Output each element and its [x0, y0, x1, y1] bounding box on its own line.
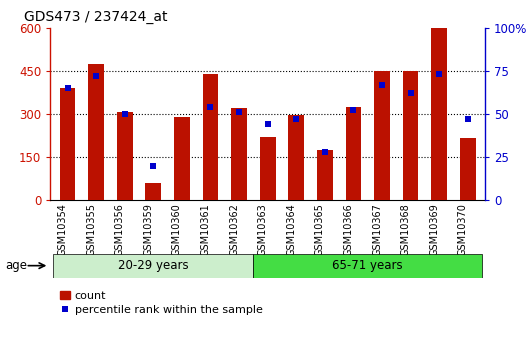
Bar [260, 137, 276, 200]
Text: GSM10359: GSM10359 [143, 203, 153, 256]
Text: GSM10368: GSM10368 [401, 203, 411, 256]
Bar [174, 117, 190, 200]
Bar [374, 71, 390, 200]
Text: GSM10367: GSM10367 [372, 203, 382, 256]
Bar [231, 108, 247, 200]
Legend: count, percentile rank within the sample: count, percentile rank within the sample [56, 287, 267, 319]
Bar [253, 254, 482, 278]
Text: GDS473 / 237424_at: GDS473 / 237424_at [24, 10, 167, 24]
Text: GSM10354: GSM10354 [58, 203, 67, 256]
Bar [317, 150, 333, 200]
Text: GSM10369: GSM10369 [429, 203, 439, 256]
Text: age: age [5, 259, 28, 272]
Bar [53, 254, 253, 278]
Text: 20-29 years: 20-29 years [118, 259, 189, 272]
Text: GSM10364: GSM10364 [286, 203, 296, 256]
Text: GSM10360: GSM10360 [172, 203, 182, 256]
Text: GSM10363: GSM10363 [258, 203, 268, 256]
Bar [288, 115, 304, 200]
Text: GSM10370: GSM10370 [458, 203, 468, 256]
Text: GSM10362: GSM10362 [229, 203, 239, 256]
Bar [403, 71, 419, 200]
Bar [346, 107, 361, 200]
Bar [202, 73, 218, 200]
Bar [117, 111, 132, 200]
Bar [431, 28, 447, 200]
Text: GSM10366: GSM10366 [343, 203, 354, 256]
Text: GSM10365: GSM10365 [315, 203, 325, 256]
Text: GSM10356: GSM10356 [114, 203, 125, 256]
Bar [460, 138, 475, 200]
Bar [88, 63, 104, 200]
Text: GSM10361: GSM10361 [200, 203, 210, 256]
Bar [60, 88, 75, 200]
Text: GSM10355: GSM10355 [86, 203, 96, 256]
Text: 65-71 years: 65-71 years [332, 259, 403, 272]
Bar [145, 183, 161, 200]
